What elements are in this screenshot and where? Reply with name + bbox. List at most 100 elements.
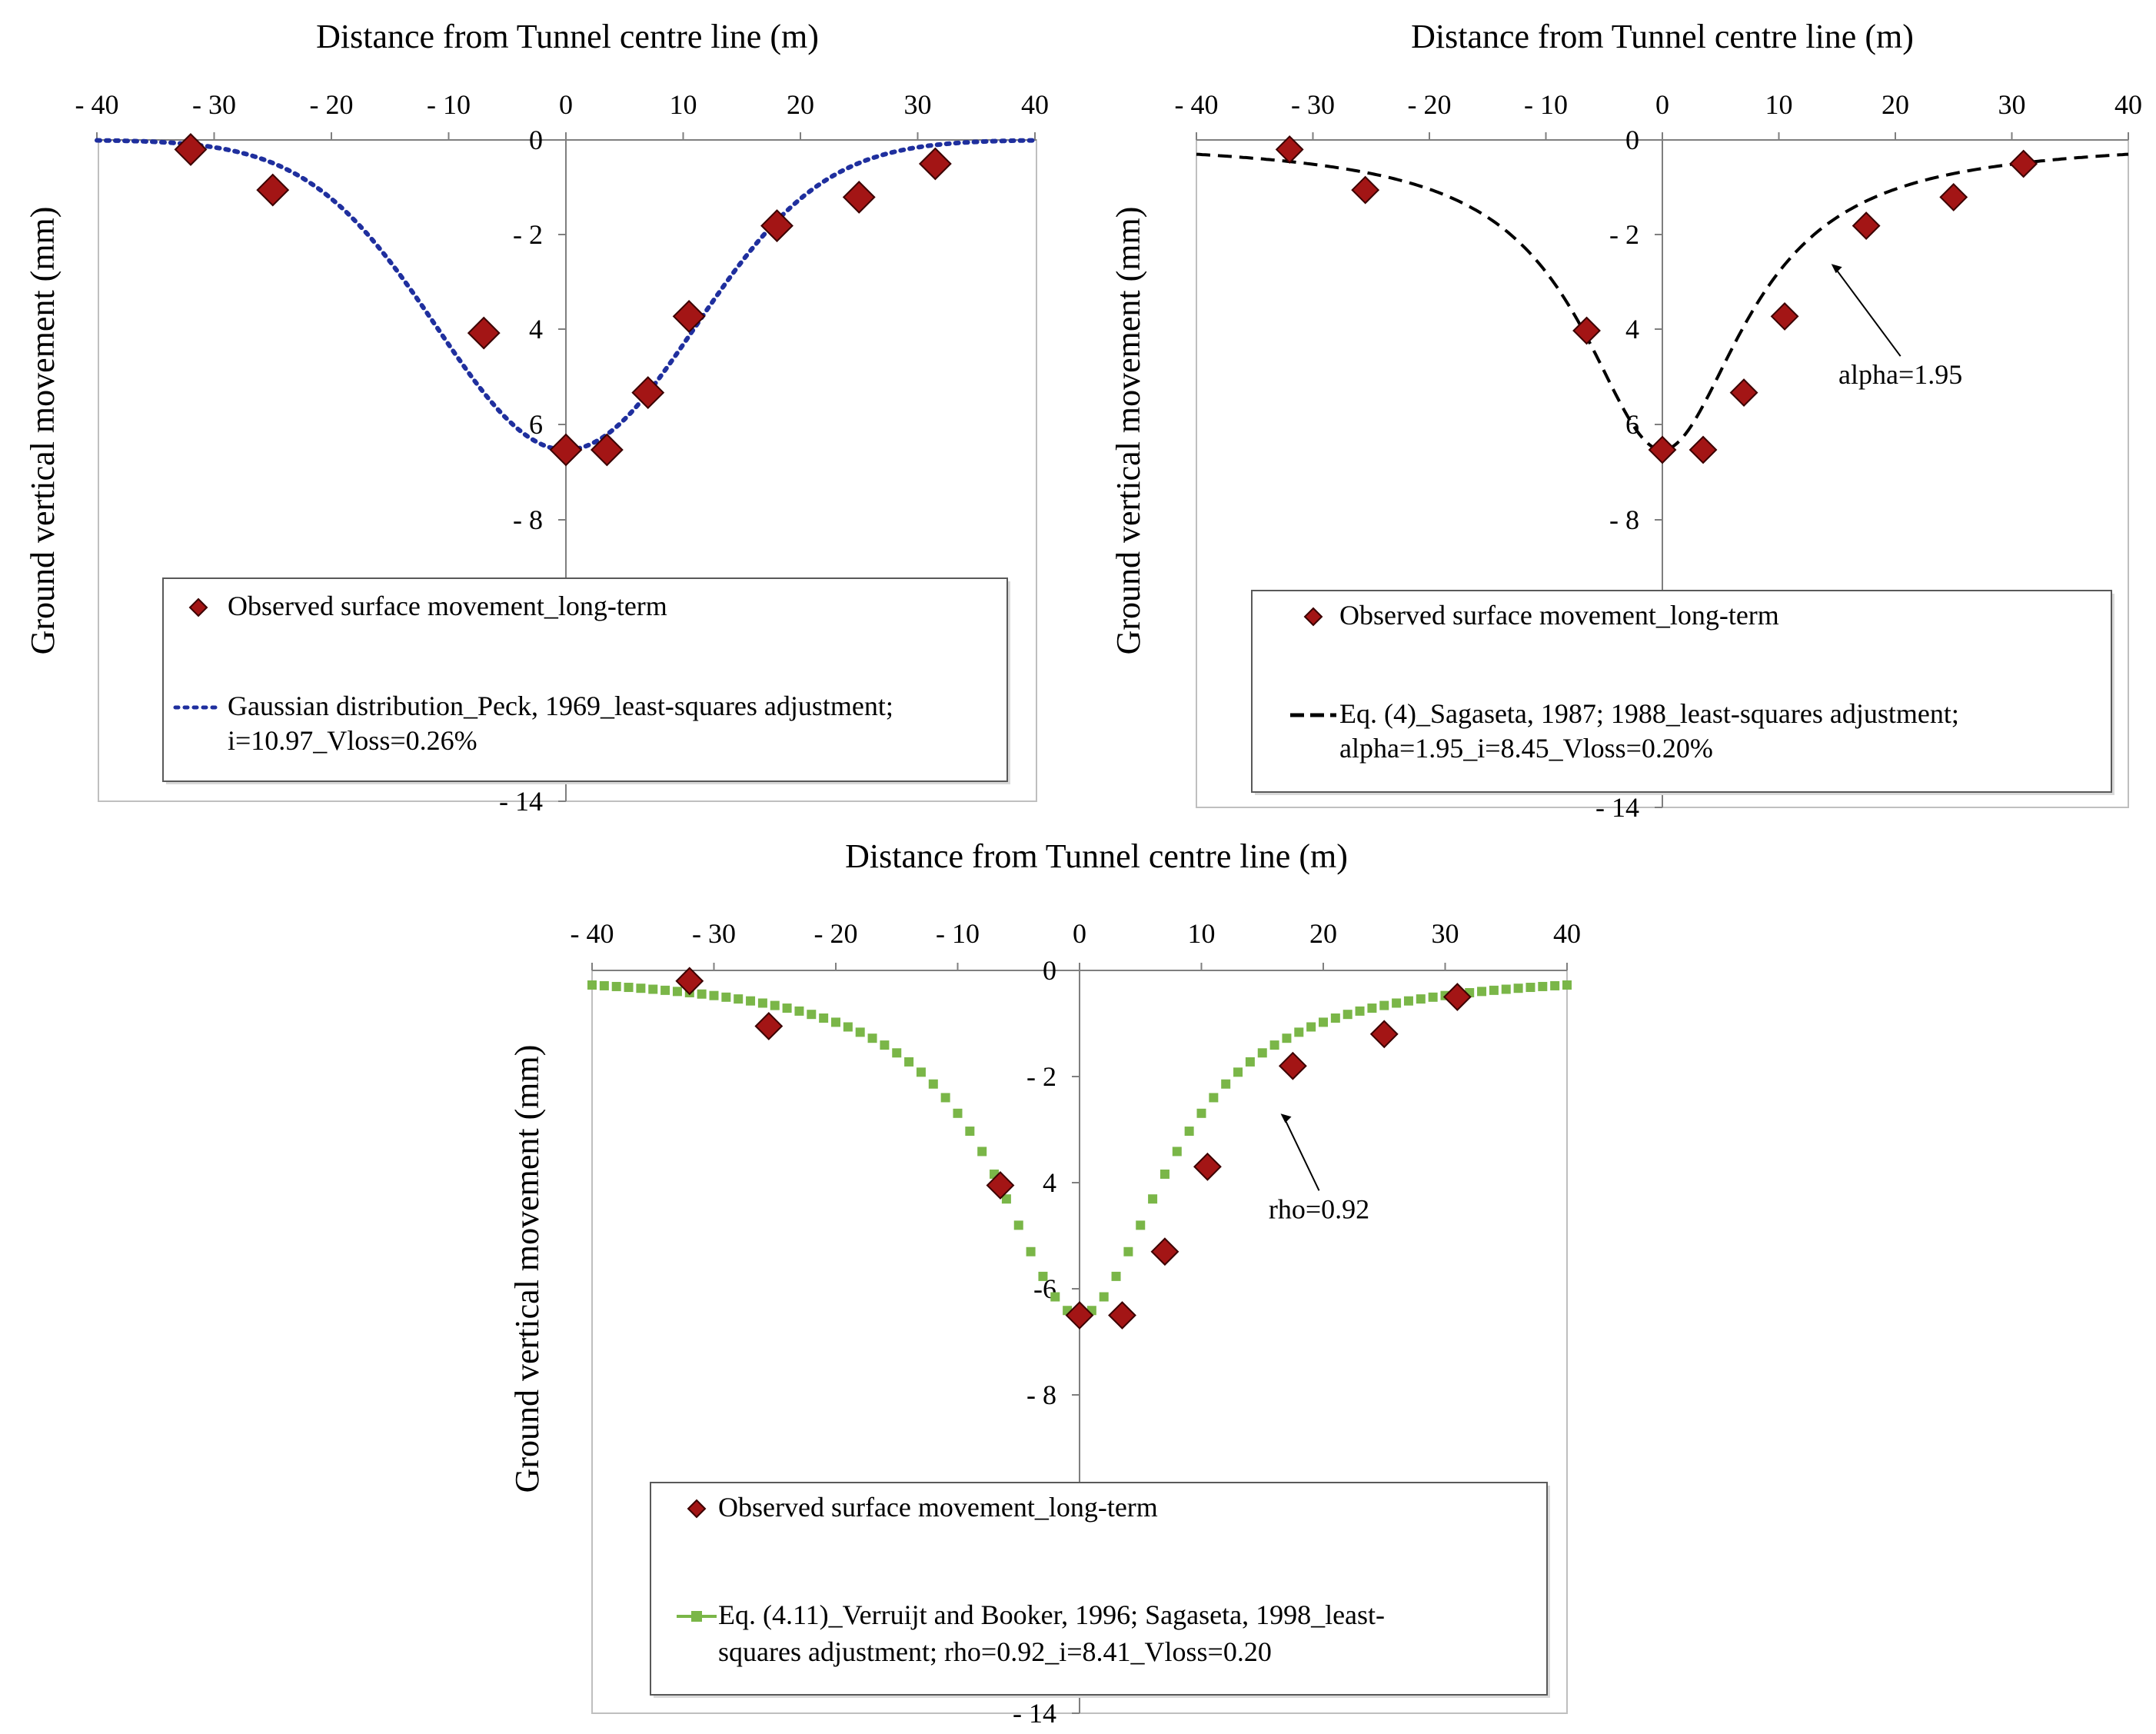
y-tick-label: - 8 — [513, 504, 543, 535]
observed-point — [1369, 1020, 1399, 1049]
x-tick-label: - 20 — [814, 918, 858, 949]
observed-point — [256, 173, 290, 207]
fit-point — [843, 1022, 853, 1032]
fit-point — [880, 1040, 890, 1050]
fit-point — [697, 989, 707, 999]
legend-box — [1251, 590, 2112, 793]
x-tick-label: - 10 — [427, 89, 471, 120]
legend-fit-label: squares adjustment; rho=0.92_i=8.41_Vlos… — [718, 1636, 1272, 1667]
observed-point — [1150, 1237, 1179, 1266]
fit-point — [892, 1048, 902, 1058]
fit-point — [782, 1003, 792, 1013]
fit-point — [928, 1079, 938, 1089]
observed-point — [1065, 1301, 1094, 1330]
y-tick-label: - 14 — [1595, 792, 1639, 823]
observed-point — [672, 299, 706, 333]
fit-point — [1343, 1010, 1352, 1020]
fit-point — [1221, 1079, 1231, 1089]
y-tick-label: 0 — [1625, 125, 1639, 155]
x-tick-label: - 30 — [192, 89, 236, 120]
fit-point — [636, 983, 646, 993]
fit-point — [1001, 1194, 1011, 1204]
fit-line — [1196, 152, 2129, 452]
fit-point — [1123, 1246, 1133, 1256]
fit-point — [855, 1027, 865, 1037]
fit-point — [587, 980, 597, 990]
observed-series — [1275, 135, 2038, 464]
legend-observed-symbol — [687, 1499, 707, 1519]
legend-box — [162, 577, 1008, 782]
fit-point — [660, 985, 670, 995]
observed-point — [2009, 149, 2038, 178]
fit-point — [1099, 1292, 1109, 1302]
y-axis-title: Ground vertical movement (mm) — [24, 207, 62, 655]
x-axis-title: Distance from Tunnel centre line (m) — [1411, 18, 1914, 55]
fit-point — [599, 980, 609, 990]
annotation-arrow — [1283, 1116, 1320, 1191]
legend-fit-label: i=10.97_Vloss=0.26% — [228, 725, 477, 756]
fit-point — [1294, 1027, 1304, 1037]
y-tick-label: 0 — [1043, 955, 1056, 986]
fit-point — [1050, 1292, 1060, 1302]
fit-point — [770, 1000, 780, 1010]
x-tick-label: - 10 — [1524, 89, 1568, 120]
fit-point — [1257, 1048, 1267, 1058]
y-tick-label: 6 — [529, 409, 543, 440]
fit-point — [624, 983, 634, 993]
legend-observed-symbol — [1303, 607, 1323, 627]
fit-point — [1501, 984, 1511, 994]
y-tick-label: - 14 — [1013, 1698, 1056, 1729]
x-tick-label: 10 — [1188, 918, 1216, 949]
observed-point — [1275, 135, 1304, 164]
observed-point — [631, 376, 665, 410]
annotation-arrow — [1833, 266, 1901, 357]
y-tick-label: 4 — [529, 314, 543, 344]
fit-point — [709, 990, 719, 1000]
legend-fit-label: alpha=1.95_i=8.45_Vloss=0.20% — [1339, 733, 1713, 764]
fit-point — [1148, 1194, 1158, 1204]
legend-fit-symbol — [691, 1611, 702, 1622]
x-tick-label: - 30 — [1291, 89, 1335, 120]
fit-point — [940, 1093, 950, 1103]
legend-observed-symbol — [188, 597, 208, 617]
fit-point — [1477, 987, 1487, 997]
fit-point — [807, 1010, 817, 1020]
fit-point — [1562, 980, 1572, 990]
fit-point — [1319, 1017, 1328, 1027]
x-tick-label: - 20 — [310, 89, 354, 120]
observed-point — [842, 180, 876, 214]
fit-point — [1209, 1093, 1219, 1103]
x-tick-label: 0 — [559, 89, 573, 120]
fit-point — [1282, 1033, 1292, 1043]
y-axis-title: Ground vertical movement (mm) — [508, 1045, 546, 1493]
x-tick-label: - 30 — [692, 918, 736, 949]
observed-point — [1351, 175, 1380, 205]
fit-point — [1306, 1022, 1316, 1032]
fit-point — [831, 1017, 840, 1027]
legend-box — [650, 1482, 1548, 1696]
fit-point — [1038, 1271, 1048, 1281]
fit-point — [1196, 1108, 1206, 1118]
observed-point — [1939, 182, 1968, 211]
observed-point — [1770, 301, 1799, 331]
fit-point — [1538, 981, 1548, 991]
x-tick-label: 30 — [1432, 918, 1459, 949]
fit-point — [1379, 1000, 1389, 1010]
legend-fit-label: Eq. (4)_Sagaseta, 1987; 1988_least-squar… — [1339, 698, 1959, 729]
x-tick-label: - 10 — [936, 918, 980, 949]
fit-point — [953, 1108, 963, 1118]
fit-point — [1330, 1013, 1340, 1023]
x-tick-label: 10 — [1765, 89, 1793, 120]
x-tick-label: 20 — [1882, 89, 1909, 120]
observed-series — [675, 967, 1472, 1330]
fit-point — [794, 1006, 804, 1016]
fit-point — [734, 994, 744, 1004]
y-tick-label: - 2 — [1026, 1061, 1056, 1092]
y-tick-label: 0 — [529, 125, 543, 155]
x-axis-title: Distance from Tunnel centre line (m) — [845, 837, 1348, 875]
observed-point — [1729, 378, 1758, 408]
fit-point — [611, 981, 621, 991]
fit-point — [1403, 996, 1413, 1006]
observed-point — [590, 433, 624, 467]
observed-point — [918, 147, 952, 181]
